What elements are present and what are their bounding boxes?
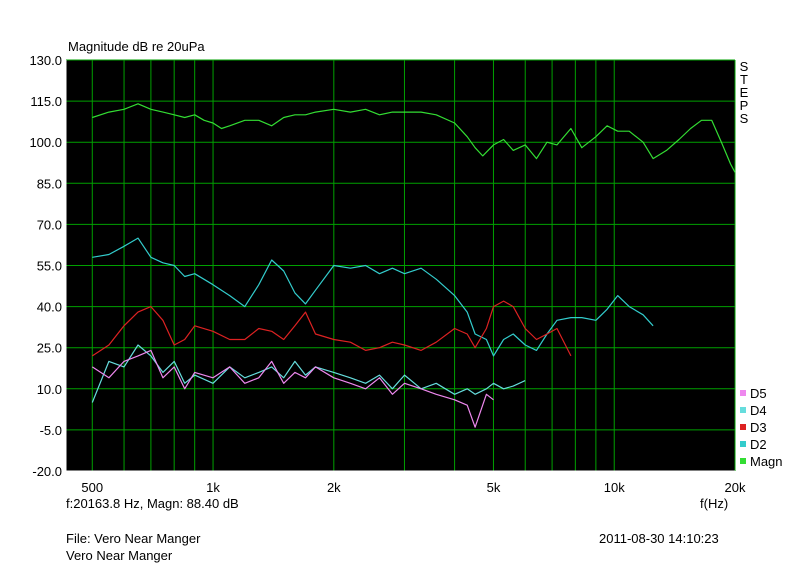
y-tick-label: 100.0: [29, 135, 62, 150]
series-line-d3: [91, 300, 572, 357]
y-axis-title: Magnitude dB re 20uPa: [68, 39, 205, 54]
x-tick-label: 2k: [327, 480, 341, 495]
steps-letter: T: [740, 72, 748, 87]
y-tick-label: 70.0: [37, 217, 62, 232]
x-axis-unit: f(Hz): [700, 496, 729, 511]
x-tick-label: 20k: [725, 480, 746, 495]
data-lines: [91, 103, 736, 428]
steps-letter: E: [739, 85, 749, 100]
file-name: File: Vero Near Manger: [66, 531, 201, 546]
grid: [65, 59, 736, 472]
y-axis-ticks: 130.0 115.0 100.0 85.0 70.0 55.0 40.0 25.0 10.0 -…: [29, 53, 62, 479]
y-tick-label: 115.0: [30, 94, 62, 109]
legend-swatch: [740, 407, 746, 413]
x-tick-label: 1k: [206, 480, 220, 495]
series-line-d4: [91, 344, 526, 403]
x-tick-label: 10k: [604, 480, 625, 495]
legend-swatch: [740, 424, 746, 430]
x-axis-ticks: 500 1k 2k 5k 10k 20k: [81, 480, 746, 495]
legend-label-d2: D2: [750, 437, 767, 452]
steps-letter: S: [739, 59, 749, 74]
legend-swatch: [740, 390, 746, 396]
x-tick-label: 500: [81, 480, 103, 495]
series-line-magn: [92, 103, 736, 173]
series-line-d2: [92, 237, 654, 357]
y-tick-label: 25.0: [37, 341, 62, 356]
y-tick-label: 85.0: [37, 176, 62, 191]
legend-swatch: [740, 458, 746, 464]
y-tick-label: 55.0: [37, 259, 62, 274]
legend-label-d5: D5: [750, 386, 767, 401]
y-tick-label: 10.0: [37, 382, 62, 397]
cursor-readout: f:20163.8 Hz, Magn: 88.40 dB: [66, 496, 239, 511]
legend: D5 D4 D3 D2 Magn: [740, 386, 783, 469]
legend-label-magn: Magn: [750, 454, 783, 469]
y-tick-label: -20.0: [32, 464, 62, 479]
y-tick-label: 130.0: [29, 53, 62, 68]
steps-letter: S: [739, 111, 749, 126]
y-tick-label: -5.0: [40, 423, 62, 438]
x-tick-label: 5k: [487, 480, 501, 495]
series-line-d5: [91, 349, 494, 428]
legend-label-d3: D3: [750, 420, 767, 435]
legend-swatch: [740, 441, 746, 447]
steps-letter: P: [739, 98, 749, 113]
y-tick-label: 40.0: [37, 300, 62, 315]
timestamp: 2011-08-30 14:10:23: [599, 531, 719, 546]
chart-name: Vero Near Manger: [66, 548, 173, 563]
legend-label-d4: D4: [750, 403, 767, 418]
